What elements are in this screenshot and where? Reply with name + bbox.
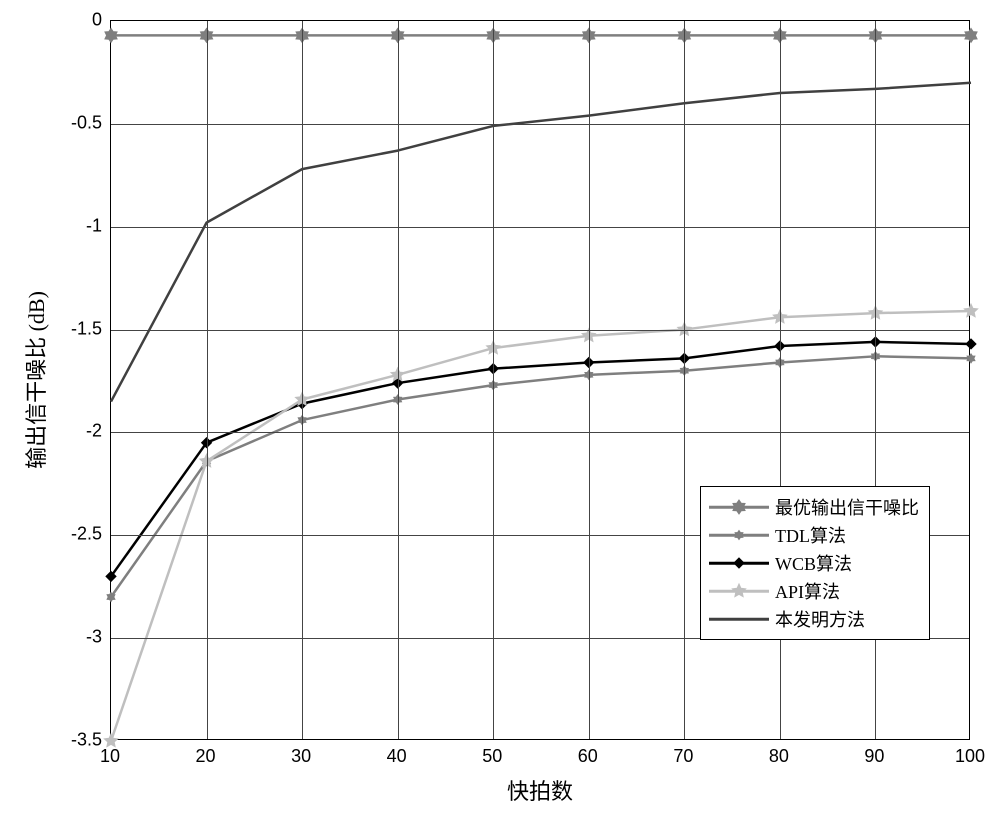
grid-line-horizontal: [111, 432, 969, 433]
y-axis-label: 输出信干噪比 (dB): [19, 291, 51, 469]
x-tick-label: 60: [578, 746, 598, 767]
x-tick-label: 50: [482, 746, 502, 767]
figure: 输出信干噪比 (dB) 快拍数 最优输出信干噪比TDL算法WCB算法API算法本…: [0, 0, 1000, 827]
y-tick-label: -0.5: [71, 112, 102, 133]
legend-row: 本发明方法: [709, 605, 919, 633]
y-tick-label: -3: [86, 627, 102, 648]
series-marker: [966, 339, 976, 349]
series-marker: [965, 28, 977, 42]
grid-line-vertical: [207, 21, 208, 739]
grid-line-vertical: [493, 21, 494, 739]
y-tick-label: 0: [92, 10, 102, 31]
series-marker: [967, 354, 975, 363]
x-tick-label: 40: [387, 746, 407, 767]
grid-line-vertical: [589, 21, 590, 739]
x-tick-label: 10: [100, 746, 120, 767]
y-tick-label: -2.5: [71, 524, 102, 545]
legend-label: 本发明方法: [775, 606, 865, 632]
legend-row: 最优输出信干噪比: [709, 493, 919, 521]
y-tick-label: -1.5: [71, 318, 102, 339]
grid-line-vertical: [302, 21, 303, 739]
legend-swatch: [709, 497, 769, 517]
x-tick-label: 80: [769, 746, 789, 767]
y-tick-label: -1: [86, 215, 102, 236]
legend-swatch: [709, 609, 769, 629]
legend-swatch: [709, 581, 769, 601]
legend: 最优输出信干噪比TDL算法WCB算法API算法本发明方法: [700, 486, 930, 640]
grid-line-horizontal: [111, 330, 969, 331]
legend-label: 最优输出信干噪比: [775, 494, 919, 520]
x-axis-label: 快拍数: [507, 774, 573, 806]
x-tick-label: 90: [864, 746, 884, 767]
legend-label: API算法: [775, 578, 840, 604]
legend-label: WCB算法: [775, 550, 852, 576]
legend-row: WCB算法: [709, 549, 919, 577]
series-marker: [105, 28, 117, 42]
legend-swatch: [709, 553, 769, 573]
series-marker: [104, 734, 117, 747]
series-marker: [964, 304, 977, 317]
grid-line-horizontal: [111, 227, 969, 228]
legend-row: API算法: [709, 577, 919, 605]
series-line: [111, 83, 971, 402]
grid-line-horizontal: [111, 124, 969, 125]
grid-line-vertical: [398, 21, 399, 739]
x-tick-label: 30: [291, 746, 311, 767]
y-tick-label: -2: [86, 421, 102, 442]
legend-swatch: [709, 525, 769, 545]
x-tick-label: 70: [673, 746, 693, 767]
grid-line-vertical: [684, 21, 685, 739]
x-tick-label: 20: [196, 746, 216, 767]
y-tick-label: -3.5: [71, 730, 102, 751]
legend-label: TDL算法: [775, 522, 846, 548]
legend-row: TDL算法: [709, 521, 919, 549]
x-tick-label: 100: [955, 746, 985, 767]
